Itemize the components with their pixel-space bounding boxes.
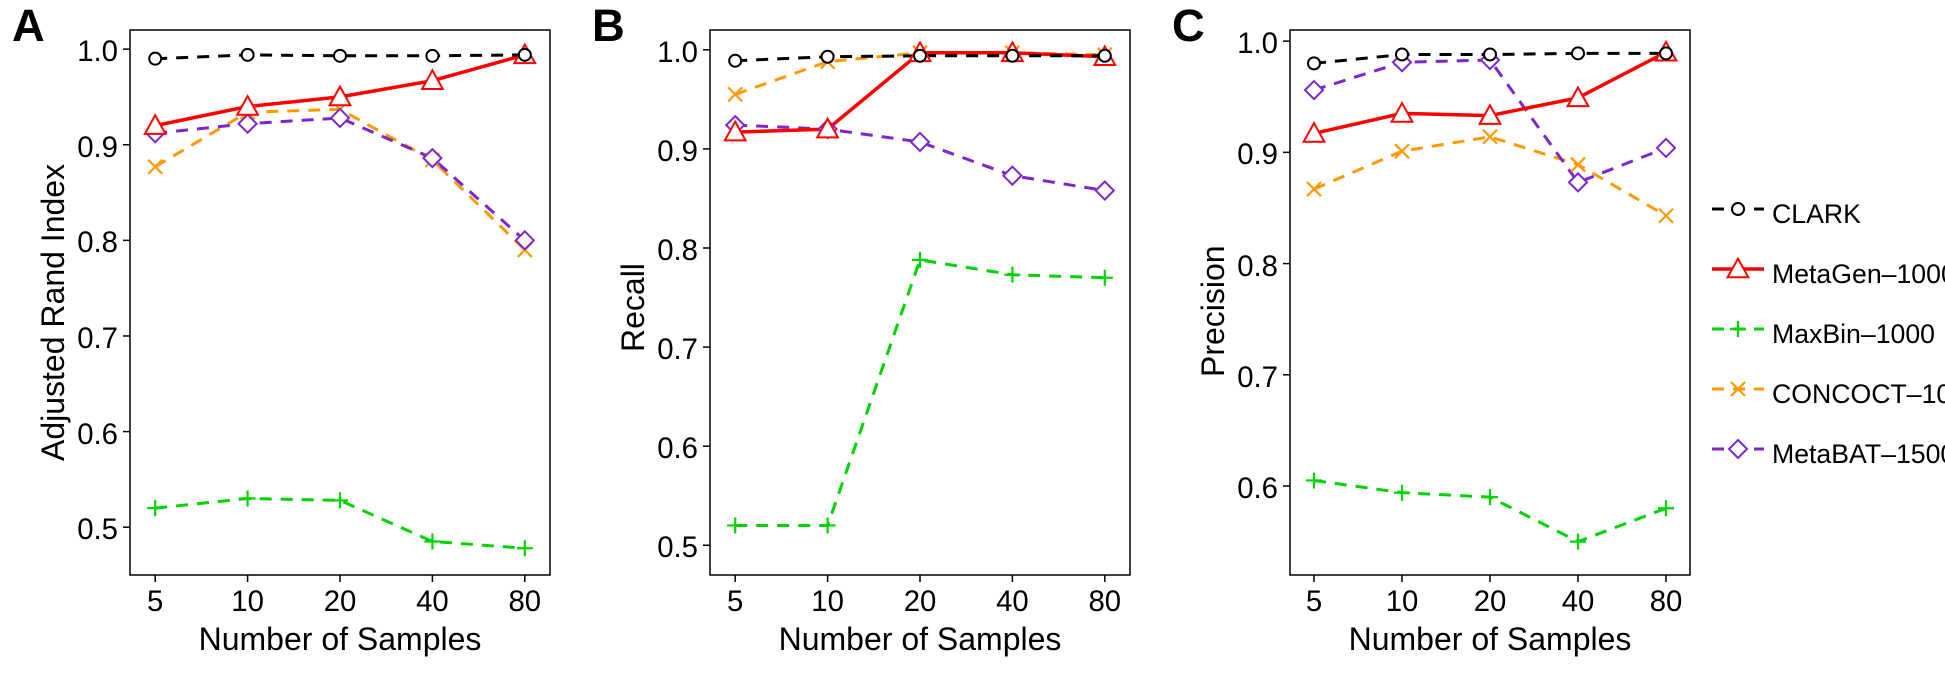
x-tick-label: 10 xyxy=(1372,585,1432,619)
series-line-MetaBAT-1500 xyxy=(1314,60,1666,182)
series-line-CONCOCT-1000 xyxy=(1314,137,1666,216)
series-line-CONCOCT-1000 xyxy=(155,109,525,250)
x-tick-label: 40 xyxy=(1548,585,1608,619)
panel-svg-C xyxy=(0,0,1945,676)
panel-letter-A: A xyxy=(12,0,45,52)
panel-border-C xyxy=(1290,30,1690,575)
series-line-MetaGen-1000 xyxy=(155,55,525,126)
y-tick-label: 1.0 xyxy=(1218,27,1278,61)
legend-swatch-icon xyxy=(1712,430,1764,468)
series-line-CLARK xyxy=(735,56,1105,61)
series-line-MetaBAT-1500 xyxy=(155,118,525,240)
panel-border-A xyxy=(130,30,550,575)
panel-svg-B xyxy=(0,0,1945,676)
figure-container: A5102040800.50.60.70.80.91.0Adjusted Ran… xyxy=(0,0,1945,676)
x-tick-label: 80 xyxy=(1636,585,1696,619)
legend-label: MaxBin–1000 xyxy=(1772,319,1935,350)
legend-label: MetaBAT–1500 xyxy=(1772,439,1945,470)
x-tick-label: 5 xyxy=(1284,585,1344,619)
legend-swatch-icon xyxy=(1712,310,1764,348)
y-tick-label: 0.9 xyxy=(1218,138,1278,172)
legend-item-MetaBAT-1500: MetaBAT–1500 xyxy=(1712,430,1942,468)
legend-label: CLARK xyxy=(1772,199,1861,230)
series-line-CLARK xyxy=(155,55,525,59)
panel-letter-B: B xyxy=(592,0,625,52)
legend-item-MetaGen-1000: MetaGen–1000 xyxy=(1712,250,1942,288)
series-line-MetaGen-1000 xyxy=(1314,52,1666,133)
y-axis-title-B: Recall xyxy=(615,263,652,352)
y-tick-label: 0.9 xyxy=(638,135,698,169)
panel-svg-A xyxy=(0,0,1945,676)
x-tick-label: 10 xyxy=(218,585,278,619)
series-line-MetaGen-1000 xyxy=(735,53,1105,132)
y-tick-label: 0.9 xyxy=(58,131,118,165)
legend-swatch-icon xyxy=(1712,190,1764,228)
series-line-CONCOCT-1000 xyxy=(735,53,1105,95)
x-tick-label: 40 xyxy=(982,585,1042,619)
y-tick-label: 1.0 xyxy=(58,35,118,69)
legend-swatch-icon xyxy=(1712,370,1764,408)
legend-swatch-icon xyxy=(1712,250,1764,288)
y-axis-title-C: Precision xyxy=(1195,246,1232,378)
series-line-CLARK xyxy=(1314,53,1666,63)
x-tick-label: 10 xyxy=(798,585,858,619)
x-tick-label: 80 xyxy=(1075,585,1135,619)
x-tick-label: 20 xyxy=(310,585,370,619)
panel-letter-C: C xyxy=(1172,0,1205,52)
series-line-MetaBAT-1500 xyxy=(735,125,1105,190)
x-tick-label: 20 xyxy=(890,585,950,619)
legend-item-CONCOCT-1000: CONCOCT–1000 xyxy=(1712,370,1942,408)
legend-item-CLARK: CLARK xyxy=(1712,190,1942,228)
x-tick-label: 40 xyxy=(402,585,462,619)
x-tick-label: 20 xyxy=(1460,585,1520,619)
y-tick-label: 0.6 xyxy=(1218,472,1278,506)
x-axis-title-A: Number of Samples xyxy=(130,621,550,658)
series-line-MaxBin-1000 xyxy=(735,260,1105,526)
legend-label: MetaGen–1000 xyxy=(1772,259,1945,290)
legend-label: CONCOCT–1000 xyxy=(1772,379,1945,410)
y-tick-label: 0.5 xyxy=(58,513,118,547)
legend-item-MaxBin-1000: MaxBin–1000 xyxy=(1712,310,1942,348)
y-tick-label: 1.0 xyxy=(638,36,698,70)
x-tick-label: 5 xyxy=(705,585,765,619)
series-line-MaxBin-1000 xyxy=(155,499,525,549)
x-tick-label: 5 xyxy=(125,585,185,619)
x-tick-label: 80 xyxy=(495,585,555,619)
y-tick-label: 0.5 xyxy=(638,531,698,565)
y-tick-label: 0.6 xyxy=(638,432,698,466)
series-line-MaxBin-1000 xyxy=(1314,481,1666,542)
panel-border-B xyxy=(710,30,1130,575)
y-axis-title-A: Adjusted Rand Index xyxy=(35,163,72,460)
x-axis-title-C: Number of Samples xyxy=(1290,621,1690,658)
x-axis-title-B: Number of Samples xyxy=(710,621,1130,658)
